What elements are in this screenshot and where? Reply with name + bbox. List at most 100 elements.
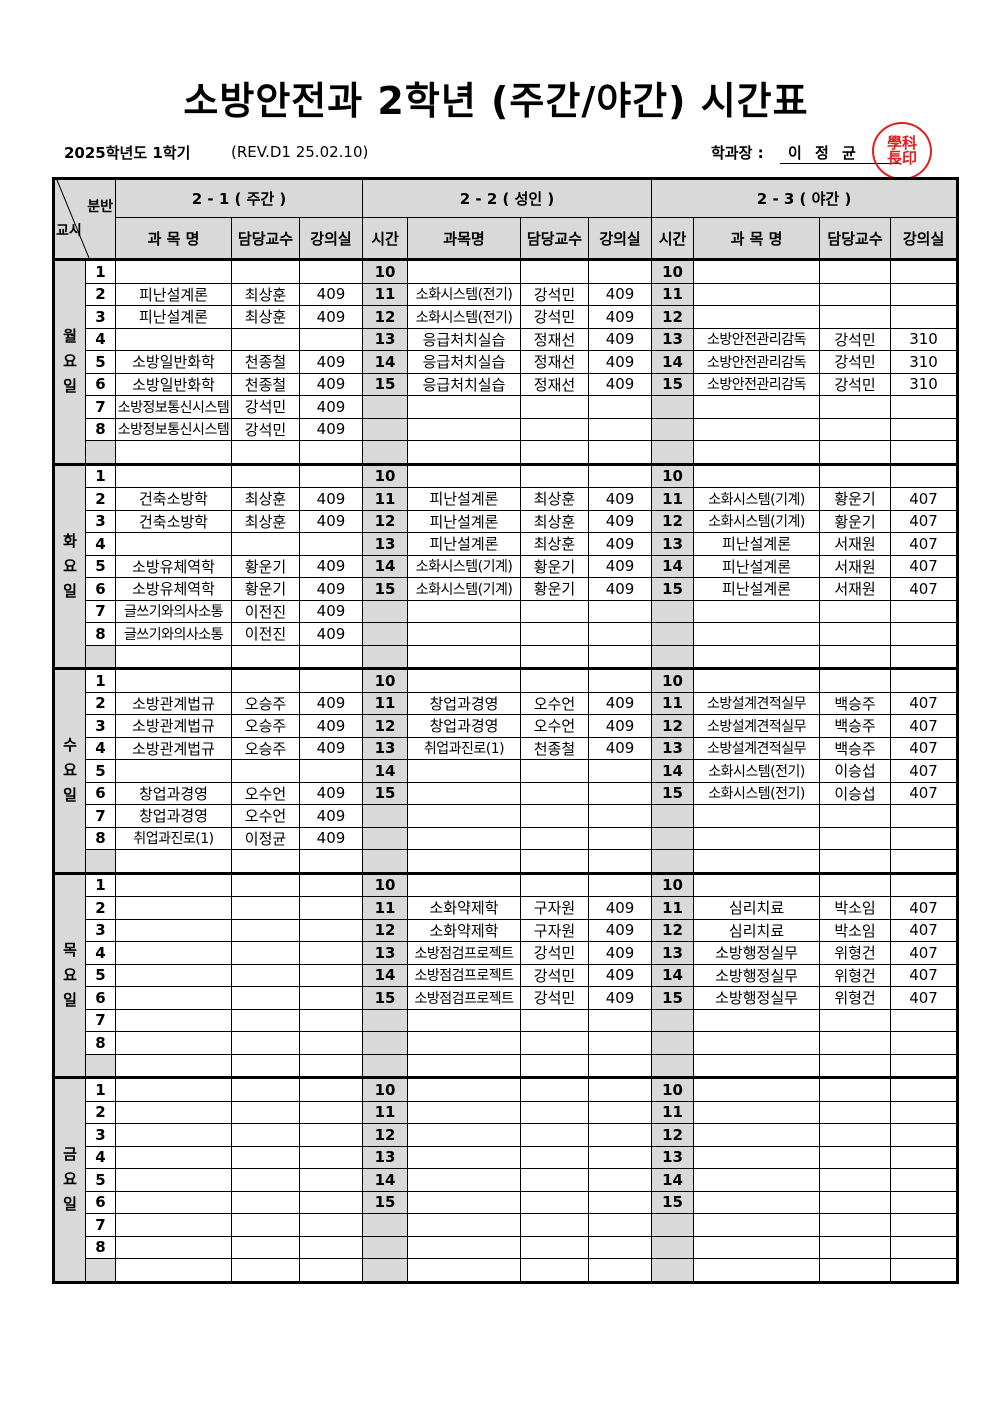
table-row: 2 건축소방학 최상훈 409 11 피난설계론 최상훈 409 11 소화시스템(기계) 황운기 4… xyxy=(54,487,959,511)
cell-professor xyxy=(819,417,892,441)
cell-subject: 소방점검프로젝트 xyxy=(407,986,521,1010)
cell-room xyxy=(299,1031,363,1055)
cell-professor: 강석민 xyxy=(520,941,589,965)
cell-subject xyxy=(693,1258,821,1283)
cell-room xyxy=(587,826,653,850)
cell-subject: 창업과경영 xyxy=(115,804,232,828)
seal-stamp-icon: 學科 長印 xyxy=(872,122,932,180)
cell-time: 12 xyxy=(362,1123,408,1147)
cell-time: 14 xyxy=(651,1168,695,1192)
cell-subject xyxy=(407,622,521,646)
cell-room: 407 xyxy=(890,986,959,1010)
table-row: 목요일 1 10 10 xyxy=(53,871,959,1078)
cell-room xyxy=(587,1123,653,1147)
cell-subject: 소방설계견적실무 xyxy=(693,714,821,738)
cell-room xyxy=(587,871,653,897)
day-label: 수요일 xyxy=(63,736,77,805)
cell-room: 409 xyxy=(587,714,653,738)
cell-room xyxy=(890,826,959,850)
cell-time: 12 xyxy=(651,1123,695,1147)
cell-time: 11 xyxy=(651,691,695,715)
table-row: 8 취업과진로(1) 이정균 409 xyxy=(54,826,959,850)
cell-time xyxy=(362,599,408,623)
cell-room xyxy=(299,327,363,351)
cell-subject: 소화시스템(기계) xyxy=(407,554,521,578)
corner-header: 분반 교시 xyxy=(53,178,116,260)
cell-room xyxy=(587,781,653,805)
cell-time: 15 xyxy=(362,781,408,805)
day-cell: 수요일 xyxy=(53,667,86,874)
cell-professor: 최상훈 xyxy=(520,532,589,556)
cell-professor: 강석민 xyxy=(520,282,589,306)
page-title: 소방안전과 2학년 (주간/야간) 시간표 xyxy=(183,79,809,123)
cell-professor xyxy=(231,327,300,351)
cell-room xyxy=(299,896,363,920)
cell-professor: 박소임 xyxy=(819,896,892,920)
cell-room xyxy=(587,1235,653,1259)
cell-period: 7 xyxy=(85,1213,116,1237)
cell-professor: 이승섭 xyxy=(819,759,892,783)
cell-professor xyxy=(520,1123,589,1147)
day-cell: 화요일 xyxy=(53,462,86,669)
cell-time: 10 xyxy=(362,258,408,284)
cell-professor xyxy=(819,644,892,669)
cell-subject xyxy=(115,1053,232,1078)
cell-subject xyxy=(115,986,232,1010)
cell-room xyxy=(299,871,363,897)
cell-subject: 글쓰기와의사소통 xyxy=(115,599,232,623)
cell-professor: 정재선 xyxy=(520,372,589,396)
cell-subject xyxy=(693,1076,821,1102)
cell-professor xyxy=(520,1190,589,1214)
cell-professor: 오수언 xyxy=(520,691,589,715)
cell-time xyxy=(651,1053,695,1078)
cell-professor: 최상훈 xyxy=(231,305,300,329)
cell-room xyxy=(890,417,959,441)
cell-room: 409 xyxy=(299,781,363,805)
cell-professor: 천종철 xyxy=(520,736,589,760)
cell-time: 13 xyxy=(651,941,695,965)
cell-professor xyxy=(819,871,892,897)
cell-time xyxy=(651,826,695,850)
cell-time: 12 xyxy=(362,305,408,329)
cell-period: 7 xyxy=(85,395,116,419)
cell-professor: 황운기 xyxy=(231,554,300,578)
cell-subject: 소방점검프로젝트 xyxy=(407,941,521,965)
cell-time: 15 xyxy=(362,577,408,601)
cell-room xyxy=(299,963,363,987)
cell-time: 13 xyxy=(362,736,408,760)
cell-time xyxy=(362,395,408,419)
cell-room xyxy=(587,1031,653,1055)
cell-subject: 소방정보통신시스템 xyxy=(115,395,232,419)
cell-subject xyxy=(115,258,232,284)
cell-professor xyxy=(520,1258,589,1283)
cell-time xyxy=(651,849,695,874)
cell-room xyxy=(299,1213,363,1237)
cell-room xyxy=(890,599,959,623)
cell-subject xyxy=(693,1008,821,1032)
cell-subject xyxy=(693,1190,821,1214)
table-row: 7 소방정보통신시스템 강석민 409 xyxy=(54,395,959,419)
cell-room: 409 xyxy=(587,986,653,1010)
table-row: 4 소방관계법규 오승주 409 13 취업과진로(1) 천종철 409 13 소방설계견적실무 백… xyxy=(54,736,959,760)
cell-professor xyxy=(231,1031,300,1055)
cell-subject xyxy=(407,667,521,693)
cell-room: 407 xyxy=(890,554,959,578)
cell-room xyxy=(587,462,653,488)
cell-room: 409 xyxy=(587,487,653,511)
cell-professor: 천종철 xyxy=(231,372,300,396)
cell-subject xyxy=(693,622,821,646)
cell-room: 409 xyxy=(587,736,653,760)
cell-room: 409 xyxy=(299,395,363,419)
cell-subject xyxy=(693,871,821,897)
cell-room xyxy=(299,667,363,693)
cell-room xyxy=(587,258,653,284)
cell-subject xyxy=(115,462,232,488)
cell-subject xyxy=(407,1235,521,1259)
cell-professor: 이승섭 xyxy=(819,781,892,805)
cell-room xyxy=(890,804,959,828)
cell-period xyxy=(85,1258,116,1283)
cell-room: 407 xyxy=(890,736,959,760)
cell-professor xyxy=(819,1168,892,1192)
column-header-professor: 담당교수 xyxy=(231,217,300,260)
table-row: 4 13 응급처치실습 정재선 409 13 소방안전관리감독 강석민 310 xyxy=(54,327,959,351)
